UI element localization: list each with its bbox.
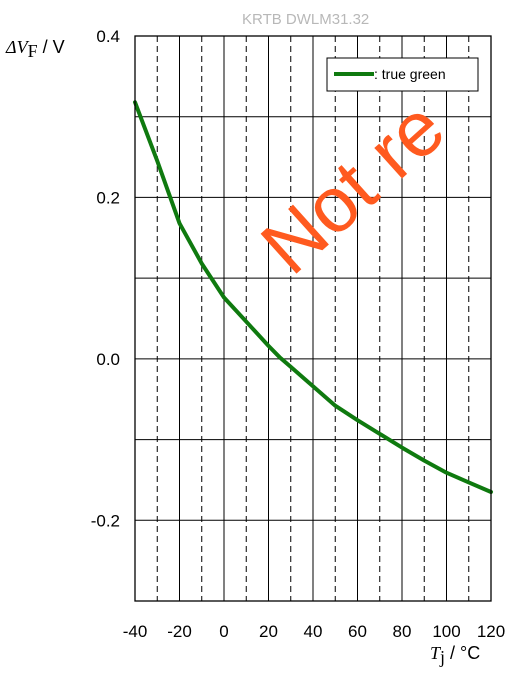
y-tick-label: -0.2 [91, 511, 120, 530]
series-layer [133, 100, 493, 494]
grid-layer [134, 35, 492, 602]
x-tick-label: -40 [123, 622, 148, 641]
tick-label-layer: -40 -20 0 20 40 60 80 100 120 -0.2 0.0 0.2 0.4 [91, 27, 505, 641]
x-tick-label: 0 [219, 622, 228, 641]
watermark-text: Not re [244, 83, 461, 291]
x-tick-label: -20 [167, 622, 192, 641]
x-tick-label: 100 [432, 622, 460, 641]
series-line [133, 100, 493, 494]
y-tick-label: 0.0 [96, 350, 120, 369]
x-tick-label: 80 [393, 622, 412, 641]
x-tick-label: 40 [304, 622, 323, 641]
plot-frame [134, 35, 492, 602]
x-tick-label: 120 [477, 622, 505, 641]
legend-label: : true green [374, 66, 446, 82]
document-code: KRTB DWLM31.32 [242, 11, 369, 28]
legend: : true green [326, 57, 479, 92]
y-axis-title: ΔVF / V [5, 37, 65, 61]
legend-box [326, 57, 479, 92]
x-tick-label: 60 [348, 622, 367, 641]
y-tick-label: 0.4 [96, 27, 120, 46]
x-axis-title: Tj / °C [430, 643, 480, 667]
y-tick-label: 0.2 [96, 188, 120, 207]
x-tick-label: 20 [259, 622, 278, 641]
